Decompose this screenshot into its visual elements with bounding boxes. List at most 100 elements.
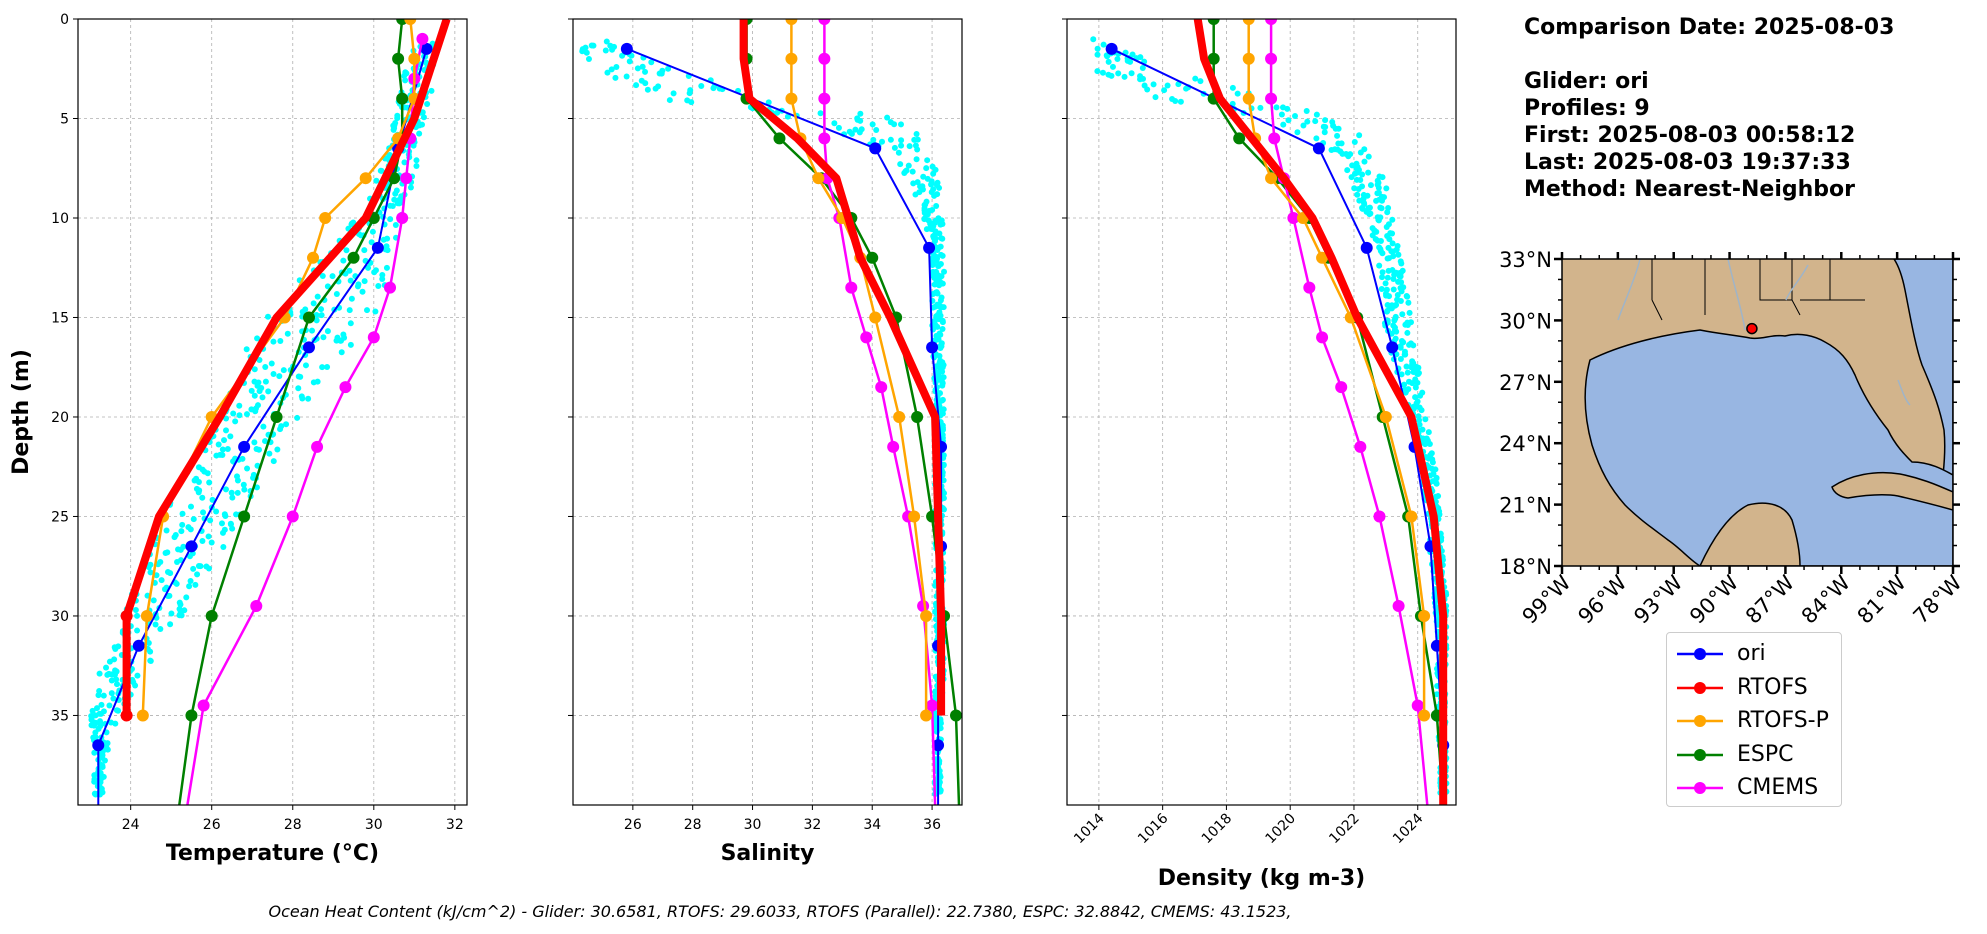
glider-point xyxy=(200,509,207,516)
glider-point xyxy=(180,543,187,550)
series-point-espc xyxy=(1233,132,1246,145)
glider-point xyxy=(1397,270,1404,277)
glider-point xyxy=(92,791,99,798)
glider-point xyxy=(870,136,877,143)
map-frame xyxy=(1561,258,1954,567)
glider-point xyxy=(1404,293,1411,300)
glider-point xyxy=(1384,274,1391,281)
glider-point xyxy=(419,109,426,116)
series-point-cmems xyxy=(818,52,831,65)
series-point-espc xyxy=(388,172,401,185)
map-y-tick-label: 21°N xyxy=(1499,494,1552,518)
glider-point xyxy=(905,162,912,169)
glider-point xyxy=(187,526,194,533)
glider-point xyxy=(338,337,345,344)
glider-point xyxy=(1417,392,1424,399)
glider-point xyxy=(255,446,262,453)
glider-point xyxy=(940,406,947,413)
glider-point xyxy=(276,373,283,380)
glider-point xyxy=(1334,132,1341,139)
glider-point xyxy=(611,43,618,50)
glider-point xyxy=(910,180,917,187)
glider-point xyxy=(940,477,947,484)
glider-point xyxy=(1414,379,1421,386)
series-line-rtofs xyxy=(122,19,451,716)
glider-point xyxy=(937,302,944,309)
glider-point xyxy=(262,438,269,445)
glider-point xyxy=(906,143,913,150)
glider-point xyxy=(227,521,234,528)
series-point-ori xyxy=(302,341,315,354)
glider-point xyxy=(1416,417,1423,424)
glider-point xyxy=(913,156,920,163)
series-point-espc xyxy=(1207,19,1220,25)
glider-point xyxy=(1294,129,1301,136)
series-point-rtofs-p xyxy=(1265,172,1278,185)
glider-point xyxy=(88,713,95,720)
glider-point xyxy=(930,235,937,242)
glider-point xyxy=(1312,118,1319,125)
glider-point xyxy=(869,121,876,128)
glider-point xyxy=(1398,285,1405,292)
glider-point xyxy=(929,261,936,268)
glider-point xyxy=(1401,351,1408,358)
glider-point xyxy=(911,136,918,143)
glider-point xyxy=(428,87,435,94)
glider-point xyxy=(939,325,946,332)
glider-point xyxy=(134,612,141,619)
series-ori xyxy=(620,42,948,805)
glider-point xyxy=(1402,321,1409,328)
glider-point xyxy=(634,65,641,72)
legend-item-rtofs-p: RTOFS-P xyxy=(1667,704,1841,738)
glider-point xyxy=(939,382,946,389)
salinity-axes: 26 28 30 32 34 36 Salinity xyxy=(568,18,963,866)
glider-point xyxy=(1100,41,1107,48)
glider-point xyxy=(1338,140,1345,147)
glider-point xyxy=(939,252,946,259)
series-point-cmems xyxy=(1303,281,1316,294)
glider-point xyxy=(164,568,171,575)
glider-point xyxy=(364,307,371,314)
glider-point xyxy=(1393,269,1400,276)
glider-point xyxy=(92,712,99,719)
glider-point xyxy=(103,664,110,671)
glider-point xyxy=(1419,426,1426,433)
glider-point xyxy=(921,209,928,216)
glider-point xyxy=(157,625,164,632)
glider-point xyxy=(1128,70,1135,77)
glider-point xyxy=(134,627,141,634)
glider-point xyxy=(1374,237,1381,244)
glider-point xyxy=(936,316,943,323)
glider-point xyxy=(270,371,277,378)
plot-area xyxy=(1090,19,1450,805)
glider-point xyxy=(258,384,265,391)
series-point-ori xyxy=(869,142,882,155)
glider-point xyxy=(1412,384,1419,391)
glider-point xyxy=(1390,253,1397,260)
glider-point xyxy=(848,130,855,137)
gulf-map: 99°W96°W93°W90°W87°W84°W81°W78°W 33°N 30°N… xyxy=(1499,248,1967,629)
glider-point xyxy=(1099,69,1106,76)
glider-point xyxy=(213,508,220,515)
info-panel: Comparison Date: 2025-08-03 Glider: ori … xyxy=(1524,14,1894,203)
glider-point xyxy=(1172,97,1179,104)
glider-point xyxy=(626,58,633,65)
glider-point xyxy=(383,264,390,271)
series-point-rtofs-p xyxy=(908,510,921,523)
series-ori xyxy=(1105,42,1450,805)
glider-point xyxy=(909,168,916,175)
glider-point xyxy=(369,228,376,235)
glider-point xyxy=(1383,224,1390,231)
glider-point xyxy=(236,412,243,419)
glider-point xyxy=(774,109,781,116)
map-x-tick-label: 84°W xyxy=(1797,570,1855,628)
glider-point xyxy=(347,341,354,348)
glider-point xyxy=(1394,292,1401,299)
glider-point xyxy=(392,222,399,229)
glider-point xyxy=(1385,267,1392,274)
glider-point xyxy=(346,307,353,314)
series-point-cmems xyxy=(845,281,858,294)
glider-point xyxy=(223,427,230,434)
glider-point xyxy=(1406,309,1413,316)
glider-point xyxy=(923,226,930,233)
